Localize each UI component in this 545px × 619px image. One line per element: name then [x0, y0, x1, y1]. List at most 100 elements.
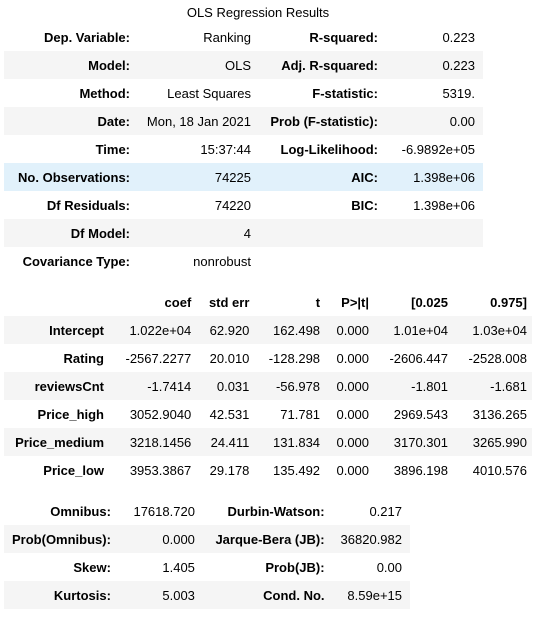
- variable-name: Rating: [63, 350, 104, 366]
- summary-label: Model:: [4, 51, 138, 79]
- diagnostics-table: Omnibus: 17618.720 Durbin-Watson: 0.217 Prob…: [4, 497, 410, 609]
- column-header: t: [315, 294, 321, 310]
- summary-label: F-statistic:: [312, 85, 378, 101]
- coefficient-value: 1.01e+04: [374, 316, 453, 344]
- summary-value: 5319.: [442, 85, 475, 101]
- coefficient-value: 131.834: [254, 428, 326, 456]
- variable-name: Price_medium: [4, 428, 109, 456]
- summary-value: nonrobust: [193, 253, 251, 269]
- diagnostic-label: Cond. No.: [202, 581, 333, 609]
- summary-label: Df Model:: [4, 219, 138, 247]
- coefficient-value: 0.000: [325, 316, 375, 344]
- summary-row[interactable]: No. Observations: 74225 AIC: 1.398e+06: [4, 163, 483, 191]
- summary-label: Method:: [79, 85, 130, 101]
- coefficient-value: 42.531: [209, 406, 250, 422]
- diagnostic-value: 0.217: [369, 503, 402, 519]
- variable-name: Price_high: [37, 406, 104, 422]
- coefficient-row: Price_medium 3218.1456 24.411 131.834 0.000 3…: [4, 428, 532, 456]
- summary-value: 1.398e+06: [413, 197, 475, 213]
- diagnostic-value: 5.003: [118, 581, 203, 609]
- summary-value: 74225: [138, 163, 259, 191]
- diagnostic-label: Prob(JB):: [265, 559, 325, 575]
- summary-value: Least Squares: [167, 85, 251, 101]
- coefficient-value: 1.022e+04: [109, 316, 197, 344]
- summary-label: Time:: [95, 141, 130, 157]
- coefficient-row: reviewsCnt -1.7414 0.031 -56.978 0.000 -1.801…: [4, 372, 532, 400]
- table-caption: OLS Regression Results: [186, 5, 330, 20]
- coefficient-value: -2567.2277: [125, 350, 192, 366]
- summary-row: Date: Mon, 18 Jan 2021 Prob (F-statistic):…: [4, 107, 483, 135]
- column-header: [4, 288, 109, 316]
- column-header: [0.025: [411, 294, 448, 310]
- coefficient-value: 135.492: [273, 462, 321, 478]
- diagnostic-row: Kurtosis: 5.003 Cond. No. 8.59e+15: [4, 581, 410, 609]
- coefficient-value: 0.000: [336, 462, 370, 478]
- summary-value: [386, 247, 483, 275]
- summary-value: 0.223: [386, 51, 483, 79]
- coefficient-value: 3136.265: [472, 406, 527, 422]
- summary-value: -6.9892e+05: [401, 141, 475, 157]
- coefficient-row: Rating -2567.2277 20.010 -128.298 0.000 -2606…: [4, 344, 532, 372]
- diagnostic-label: Durbin-Watson:: [227, 503, 325, 519]
- diagnostic-label: Jarque-Bera (JB):: [202, 525, 333, 553]
- coefficient-value: 2969.543: [393, 406, 448, 422]
- diagnostic-value: 0.000: [118, 525, 203, 553]
- column-header: P>|t|: [341, 294, 370, 310]
- diagnostic-row: Skew: 1.405 Prob(JB): 0.00: [4, 553, 410, 581]
- summary-value: 74220: [214, 197, 251, 213]
- coefficient-value: 3170.301: [374, 428, 453, 456]
- coefficient-value: 24.411: [196, 428, 255, 456]
- summary-label: Adj. R-squared:: [259, 51, 386, 79]
- summary-label: Prob (F-statistic):: [259, 107, 386, 135]
- summary-value: 0.00: [386, 107, 483, 135]
- summary-label: [259, 219, 386, 247]
- variable-name: Intercept: [4, 316, 109, 344]
- coefficient-value: -2528.008: [468, 350, 527, 366]
- diagnostic-value: 8.59e+15: [332, 581, 410, 609]
- diagnostic-value: 1.405: [162, 559, 195, 575]
- coefficient-value: -1.7414: [109, 372, 197, 400]
- diagnostic-value: 0.00: [376, 559, 402, 575]
- summary-label: Date:: [4, 107, 138, 135]
- coefficient-value: -1.681: [453, 372, 532, 400]
- summary-value: 15:37:44: [200, 141, 251, 157]
- coefficient-value: -1.801: [374, 372, 453, 400]
- summary-row: Df Model: 4: [4, 219, 483, 247]
- variable-name: reviewsCnt: [4, 372, 109, 400]
- coefficient-value: 62.920: [196, 316, 255, 344]
- summary-row: Df Residuals: 74220 BIC: 1.398e+06: [4, 191, 483, 219]
- summary-value: 1.398e+06: [386, 163, 483, 191]
- coefficients-header-row: coef std err t P>|t| [0.025 0.975]: [4, 288, 532, 316]
- summary-value: 0.223: [442, 29, 475, 45]
- coefficient-value: 162.498: [254, 316, 326, 344]
- summary-row: Method: Least Squares F-statistic: 5319.: [4, 79, 483, 107]
- coefficient-row: Intercept 1.022e+04 62.920 162.498 0.000 1.01…: [4, 316, 532, 344]
- summary-label: Covariance Type:: [22, 253, 130, 269]
- summary-label: [259, 247, 386, 275]
- summary-row: Dep. Variable: Ranking R-squared: 0.223: [4, 23, 483, 51]
- coefficients-table: coef std err t P>|t| [0.025 0.975] Intercept 1…: [4, 288, 532, 484]
- coefficient-value: 0.031: [196, 372, 255, 400]
- coefficient-value: -56.978: [254, 372, 326, 400]
- diagnostic-label: Omnibus:: [50, 503, 111, 519]
- coefficient-value: 1.03e+04: [453, 316, 532, 344]
- coefficient-value: 0.000: [336, 350, 370, 366]
- coefficient-value: 0.000: [336, 406, 370, 422]
- summary-label: No. Observations:: [4, 163, 138, 191]
- coefficient-value: 29.178: [209, 462, 250, 478]
- summary-value: 4: [138, 219, 259, 247]
- coefficient-value: 71.781: [280, 406, 321, 422]
- summary-label: BIC:: [351, 197, 378, 213]
- summary-label: Dep. Variable:: [44, 29, 130, 45]
- model-summary-table: Dep. Variable: Ranking R-squared: 0.223 Mode…: [4, 23, 483, 275]
- summary-value: [386, 219, 483, 247]
- coefficient-value: 0.000: [325, 372, 375, 400]
- coefficient-value: 3052.9040: [129, 406, 192, 422]
- diagnostic-label: Kurtosis:: [4, 581, 119, 609]
- summary-row: Covariance Type: nonrobust: [4, 247, 483, 275]
- coefficient-value: 3218.1456: [109, 428, 197, 456]
- coefficient-value: 3265.990: [453, 428, 532, 456]
- diagnostic-label: Skew:: [73, 559, 111, 575]
- diagnostic-row: Omnibus: 17618.720 Durbin-Watson: 0.217: [4, 497, 410, 525]
- summary-row: Time: 15:37:44 Log-Likelihood: -6.9892e+05: [4, 135, 483, 163]
